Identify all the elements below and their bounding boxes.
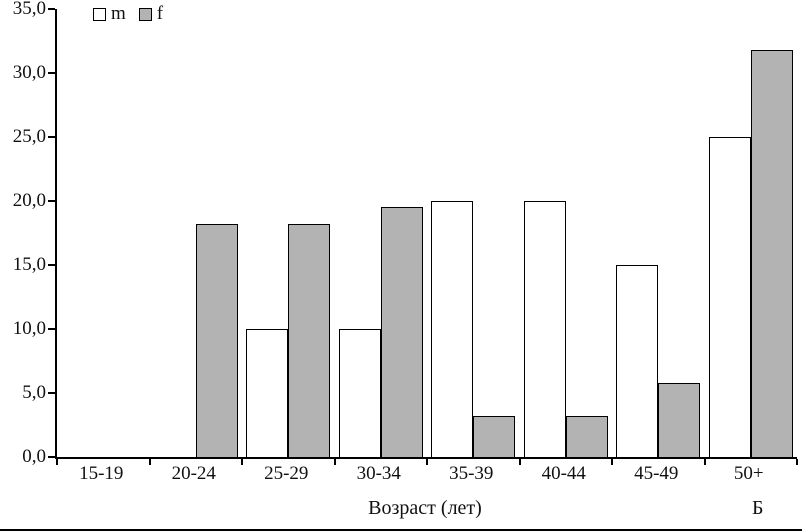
x-axis-tick-label: 40-44	[541, 463, 586, 484]
y-axis-labels: 0,0 5,0 10,0 15,0 20,0 25,0 30,0 35,0	[0, 0, 46, 531]
y-tick	[48, 72, 55, 74]
plot-area	[48, 8, 798, 465]
y-tick	[48, 200, 55, 202]
y-tick	[48, 8, 55, 10]
x-axis-tick-label: 20-24	[171, 463, 216, 484]
x-tick	[611, 459, 613, 465]
y-tick	[48, 392, 55, 394]
y-tick	[48, 328, 55, 330]
y-axis-tick-label: 25,0	[12, 126, 46, 147]
y-tick	[48, 456, 55, 458]
x-axis-tick-label: 35-39	[449, 463, 494, 484]
x-axis-tick-label: 30-34	[356, 463, 401, 484]
x-axis-labels: 15-19 20-24 25-29 30-34 35-39 40-44 45-49 50+	[55, 463, 795, 489]
bar-m-35-39	[431, 201, 474, 457]
y-axis-tick-label: 35,0	[12, 0, 46, 19]
bar-f-50+	[750, 49, 793, 457]
legend-swatch-f-icon	[138, 7, 152, 21]
bar-f-30-34	[380, 207, 423, 457]
x-axis-tick-label: 50+	[733, 463, 764, 484]
y-axis-tick-label: 15,0	[12, 254, 46, 275]
y-axis-tick-label: 0,0	[22, 446, 46, 467]
bar-f-25-29	[288, 224, 331, 457]
bar-f-35-39	[473, 416, 516, 457]
legend: m f	[93, 3, 163, 25]
bar-m-40-44	[523, 201, 566, 457]
x-tick	[56, 459, 58, 465]
bottom-border-line	[0, 529, 802, 531]
y-axis-tick-label: 30,0	[12, 62, 46, 83]
bar-f-45-49	[658, 382, 701, 457]
x-axis-title: Возраст (лет)	[368, 497, 482, 519]
bar-f-40-44	[565, 416, 608, 457]
x-tick	[241, 459, 243, 465]
panel-label: Б	[752, 497, 764, 519]
x-axis-tick-label: 15-19	[79, 463, 124, 484]
x-tick	[426, 459, 428, 465]
legend-label-f: f	[156, 3, 164, 24]
y-tick	[48, 136, 55, 138]
x-tick	[796, 459, 798, 465]
y-axis-tick-label: 5,0	[22, 382, 46, 403]
y-axis-tick-label: 10,0	[12, 318, 46, 339]
x-tick	[703, 459, 706, 465]
bar-m-45-49	[616, 265, 659, 457]
legend-item-f: f	[138, 3, 164, 25]
x-axis-tick-label: 45-49	[634, 463, 679, 484]
bar-m-25-29	[246, 329, 289, 457]
x-tick	[148, 459, 151, 465]
legend-label-m: m	[111, 3, 126, 24]
legend-swatch-m-icon	[93, 7, 106, 21]
x-tick	[333, 459, 336, 465]
bar-m-50+	[708, 137, 751, 457]
x-tick	[518, 459, 521, 465]
bar-f-20-24	[195, 224, 238, 457]
legend-item-m: m	[93, 3, 126, 25]
y-axis-tick-label: 20,0	[12, 190, 46, 211]
y-tick	[48, 264, 55, 266]
x-axis-tick-label: 25-29	[264, 463, 309, 484]
bar-m-30-34	[338, 329, 381, 457]
